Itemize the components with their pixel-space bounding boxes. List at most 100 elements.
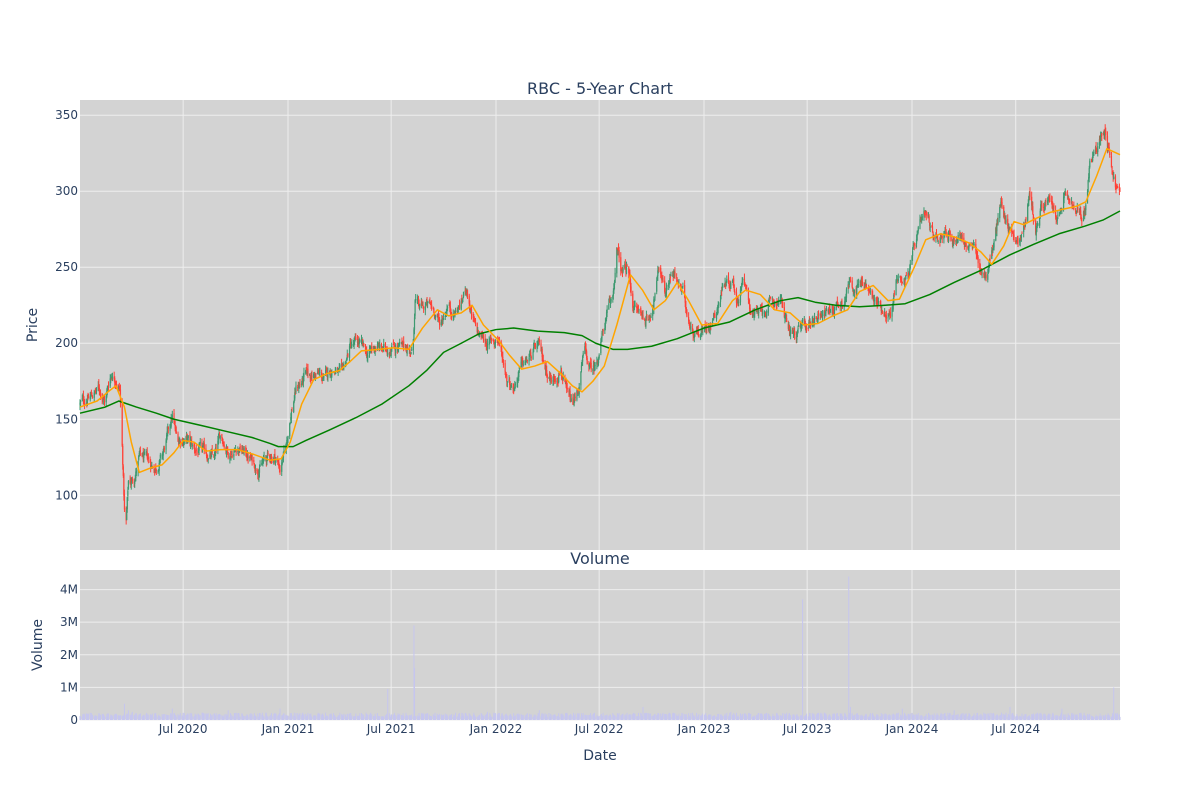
volume-bar: [545, 716, 547, 720]
volume-bar: [242, 715, 244, 720]
volume-bar: [881, 716, 883, 720]
volume-bar: [162, 714, 164, 720]
volume-bar: [928, 716, 930, 720]
volume-bar: [733, 714, 735, 720]
candle-up: [785, 317, 787, 319]
volume-bar: [306, 715, 308, 720]
candle-down: [658, 268, 660, 270]
candle-up: [1097, 146, 1099, 152]
volume-bar: [293, 712, 295, 720]
volume-bar: [333, 713, 335, 720]
volume-bar: [504, 715, 506, 720]
candle-up: [884, 313, 886, 316]
candle-up: [610, 298, 612, 302]
volume-bar: [347, 713, 349, 720]
candle-up: [233, 453, 235, 457]
candle-up: [425, 304, 427, 306]
candle-up: [905, 275, 907, 280]
volume-bar: [225, 716, 227, 720]
volume-bar: [486, 711, 488, 720]
volume-bar: [100, 714, 102, 720]
candle-up: [461, 300, 463, 302]
volume-bar: [498, 714, 500, 720]
volume-bar: [388, 713, 390, 720]
candle-down: [470, 307, 472, 310]
volume-bar: [501, 713, 503, 720]
candle-up: [606, 308, 608, 314]
candle-up: [598, 354, 600, 359]
candle-down: [139, 450, 142, 453]
candle-down: [965, 243, 967, 247]
gridlines: [80, 100, 1120, 721]
volume-bar: [660, 713, 662, 720]
candle-down: [804, 319, 806, 324]
candle-down: [733, 284, 735, 290]
volume-bar: [139, 713, 141, 720]
volume-bar: [932, 714, 934, 720]
volume-bar: [710, 714, 712, 720]
volume-bar: [925, 715, 927, 720]
volume-bar: [992, 713, 994, 720]
candle-up: [957, 235, 959, 239]
candle-down: [723, 285, 726, 287]
candle-down: [642, 315, 644, 320]
candle-up: [995, 228, 997, 241]
volume-bar: [923, 716, 925, 720]
candle-up: [198, 445, 200, 451]
volume-bar: [951, 714, 953, 720]
volume-bar: [330, 713, 332, 720]
volume-bar: [927, 716, 929, 720]
candle-up: [973, 244, 975, 246]
volume-bar: [742, 713, 744, 720]
candle-up: [758, 311, 760, 314]
candle-down: [640, 308, 642, 313]
candle-down: [432, 308, 434, 309]
volume-bar: [522, 714, 524, 720]
volume-bar: [613, 714, 615, 720]
volume-bar: [107, 713, 109, 720]
candle-up: [877, 300, 879, 304]
candle-down: [881, 310, 883, 314]
volume-bar: [350, 712, 352, 720]
volume-bar: [386, 717, 388, 720]
volume-bar: [1059, 716, 1061, 720]
volume-bar: [245, 715, 247, 720]
candle-down: [1031, 196, 1033, 206]
volume-bar: [1107, 713, 1109, 720]
candle-up: [936, 237, 938, 239]
volume-bar: [799, 716, 801, 720]
candle-down: [869, 289, 871, 291]
volume-bar: [138, 714, 140, 720]
candle-down: [146, 452, 148, 458]
candle-down: [1066, 194, 1069, 197]
candle-down: [490, 338, 493, 341]
volume-bar: [602, 712, 604, 720]
volume-bar: [916, 714, 918, 720]
candle-up: [217, 436, 220, 440]
volume-bar: [884, 713, 886, 720]
volume-bar: [991, 716, 993, 720]
volume-bar: [554, 715, 556, 720]
volume-bar: [580, 716, 582, 720]
volume-bar: [885, 715, 887, 720]
volume-bar: [302, 712, 304, 720]
volume-bar: [949, 713, 951, 720]
volume-bar: [541, 714, 543, 720]
volume-bar: [190, 716, 192, 720]
volume-bar: [653, 715, 655, 720]
volume-bar: [804, 715, 806, 720]
volume-bar: [661, 714, 663, 720]
volume-bar: [739, 713, 741, 720]
candle-up: [944, 230, 946, 233]
volume-bar: [470, 716, 472, 720]
candle-down: [945, 231, 947, 236]
volume-bar: [814, 716, 816, 720]
candle-up: [939, 236, 942, 243]
volume-bar: [748, 712, 750, 720]
candle-up: [391, 345, 393, 352]
candle-down: [502, 356, 504, 359]
volume-bar: [227, 715, 229, 720]
volume-bar: [1094, 716, 1096, 720]
volume-bar: [820, 716, 822, 720]
volume-bar: [299, 713, 301, 720]
